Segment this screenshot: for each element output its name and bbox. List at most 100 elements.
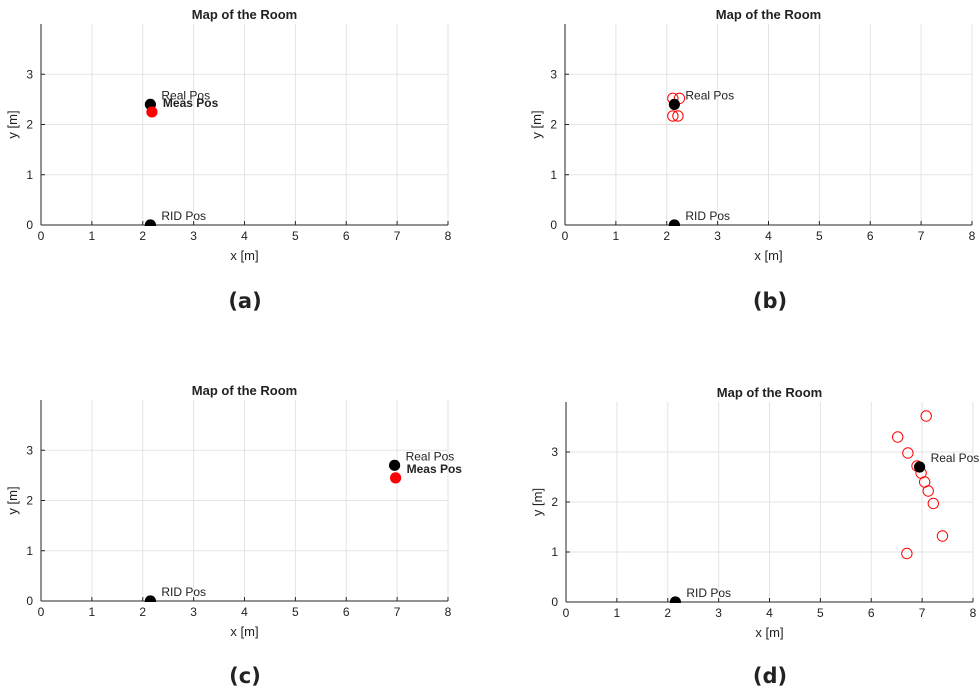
x-tick-label: 4 bbox=[765, 229, 772, 243]
x-tick-label: 1 bbox=[613, 229, 620, 243]
x-tick-label: 8 bbox=[445, 229, 452, 243]
x-tick-label: 4 bbox=[241, 605, 248, 619]
y-tick-label: 0 bbox=[550, 218, 557, 232]
real-pos-point bbox=[913, 461, 926, 473]
real-pos-label: Real Pos bbox=[161, 88, 210, 102]
x-tick-label: 7 bbox=[919, 606, 926, 620]
y-axis-label: y [m] bbox=[5, 110, 20, 138]
x-axis-label: x [m] bbox=[755, 625, 783, 640]
x-axis-label: x [m] bbox=[230, 624, 258, 639]
y-tick-label: 2 bbox=[26, 118, 33, 132]
rid-pos-label: RID Pos bbox=[161, 585, 206, 599]
plot-area bbox=[669, 410, 949, 603]
y-tick-label: 2 bbox=[550, 118, 557, 132]
rid-pos-point bbox=[668, 219, 680, 226]
measurement-sample-point bbox=[901, 547, 913, 560]
y-tick-label: 0 bbox=[551, 595, 558, 609]
rid-pos-label: RID Pos bbox=[161, 209, 206, 223]
x-tick-label: 0 bbox=[38, 605, 45, 619]
measurement-sample-point bbox=[892, 431, 904, 443]
x-tick-label: 6 bbox=[343, 605, 350, 619]
y-tick-label: 1 bbox=[26, 544, 33, 558]
x-tick-label: 7 bbox=[394, 605, 401, 619]
meas-pos-point bbox=[389, 472, 402, 484]
x-tick-label: 8 bbox=[969, 229, 976, 243]
y-tick-label: 3 bbox=[26, 67, 33, 81]
plot-area bbox=[667, 92, 686, 226]
x-tick-label: 7 bbox=[918, 229, 925, 243]
y-axis-label: y [m] bbox=[5, 486, 20, 514]
y-tick-label: 3 bbox=[26, 443, 33, 457]
panel-caption: (d) bbox=[753, 664, 787, 688]
x-tick-label: 0 bbox=[38, 229, 45, 243]
panel-caption: (c) bbox=[229, 664, 261, 688]
y-tick-label: 3 bbox=[551, 445, 558, 459]
x-tick-label: 5 bbox=[292, 605, 299, 619]
x-tick-label: 3 bbox=[190, 229, 197, 243]
x-tick-label: 3 bbox=[190, 605, 197, 619]
y-axis-label: y [m] bbox=[530, 488, 545, 516]
panel-d: 0 1 2 3 4 5 6 7 8 0 1 2 3 Map of the Room x [m] y [m] Re… bbox=[530, 385, 979, 688]
x-tick-label: 3 bbox=[715, 606, 722, 620]
x-tick-label: 0 bbox=[562, 229, 569, 243]
x-tick-label: 6 bbox=[343, 229, 350, 243]
x-tick-label: 1 bbox=[89, 229, 96, 243]
x-tick-label: 5 bbox=[292, 229, 299, 243]
x-tick-label: 4 bbox=[241, 229, 248, 243]
panel-b: 0 1 2 3 4 5 6 7 8 0 1 2 3 Map of the Room x [m] y [m] Re… bbox=[529, 7, 976, 313]
chart-title: Map of the Room bbox=[717, 385, 822, 400]
x-tick-label: 2 bbox=[663, 229, 670, 243]
rid-pos-label: RID Pos bbox=[686, 586, 731, 600]
panel-c: 0 1 2 3 4 5 6 7 8 0 1 2 3 Map of the Room x [m] y [m] Re… bbox=[5, 383, 462, 688]
x-tick-label: 2 bbox=[664, 606, 671, 620]
rid-pos-label: RID Pos bbox=[685, 209, 730, 223]
x-tick-label: 5 bbox=[816, 229, 823, 243]
plot-area bbox=[144, 98, 158, 226]
y-tick-label: 3 bbox=[550, 67, 557, 81]
x-tick-label: 3 bbox=[714, 229, 721, 243]
real-pos-point bbox=[388, 459, 401, 471]
chart-title: Map of the Room bbox=[716, 7, 821, 22]
x-tick-label: 1 bbox=[89, 605, 96, 619]
chart-title: Map of the Room bbox=[192, 7, 297, 22]
x-tick-label: 2 bbox=[139, 605, 146, 619]
x-tick-label: 8 bbox=[445, 605, 452, 619]
x-tick-label: 6 bbox=[867, 229, 874, 243]
real-pos-label: Real Pos bbox=[931, 451, 979, 465]
panel-a: 0 1 2 3 4 5 6 7 8 0 1 2 3 Map of the Room x [m] y [m] Re… bbox=[5, 7, 452, 313]
measurement-sample-point bbox=[902, 447, 914, 459]
real-pos-label: Real Pos bbox=[406, 449, 455, 463]
real-pos-label: Real Pos bbox=[685, 88, 734, 102]
panel-caption: (b) bbox=[753, 289, 787, 313]
panel-caption: (a) bbox=[228, 289, 261, 313]
measurement-sample-point bbox=[922, 485, 934, 497]
x-tick-label: 1 bbox=[614, 606, 621, 620]
y-tick-label: 0 bbox=[26, 218, 33, 232]
x-tick-label: 4 bbox=[766, 606, 773, 620]
meas-pos-label: Meas Pos bbox=[163, 96, 219, 110]
measurement-sample-point bbox=[936, 530, 949, 542]
measurement-sample-point bbox=[927, 497, 940, 510]
x-axis-label: x [m] bbox=[754, 248, 782, 263]
y-tick-label: 1 bbox=[551, 545, 558, 559]
x-tick-label: 6 bbox=[868, 606, 875, 620]
measurement-sample-point bbox=[672, 110, 684, 122]
measurement-sample-point bbox=[667, 110, 679, 122]
plot-area bbox=[144, 459, 402, 602]
y-tick-label: 2 bbox=[26, 494, 33, 508]
x-tick-label: 7 bbox=[394, 229, 401, 243]
x-tick-label: 8 bbox=[970, 606, 977, 620]
real-pos-point bbox=[668, 98, 680, 110]
rid-pos-point bbox=[669, 596, 681, 603]
y-tick-label: 1 bbox=[550, 168, 557, 182]
y-tick-label: 2 bbox=[551, 495, 558, 509]
x-tick-label: 2 bbox=[139, 229, 146, 243]
meas-pos-label: Meas Pos bbox=[407, 462, 463, 476]
rid-pos-point bbox=[144, 595, 156, 602]
x-tick-label: 5 bbox=[817, 606, 824, 620]
y-tick-label: 1 bbox=[26, 168, 33, 182]
meas-pos-point bbox=[146, 106, 158, 118]
rid-pos-point bbox=[144, 219, 156, 226]
x-tick-label: 0 bbox=[563, 606, 570, 620]
